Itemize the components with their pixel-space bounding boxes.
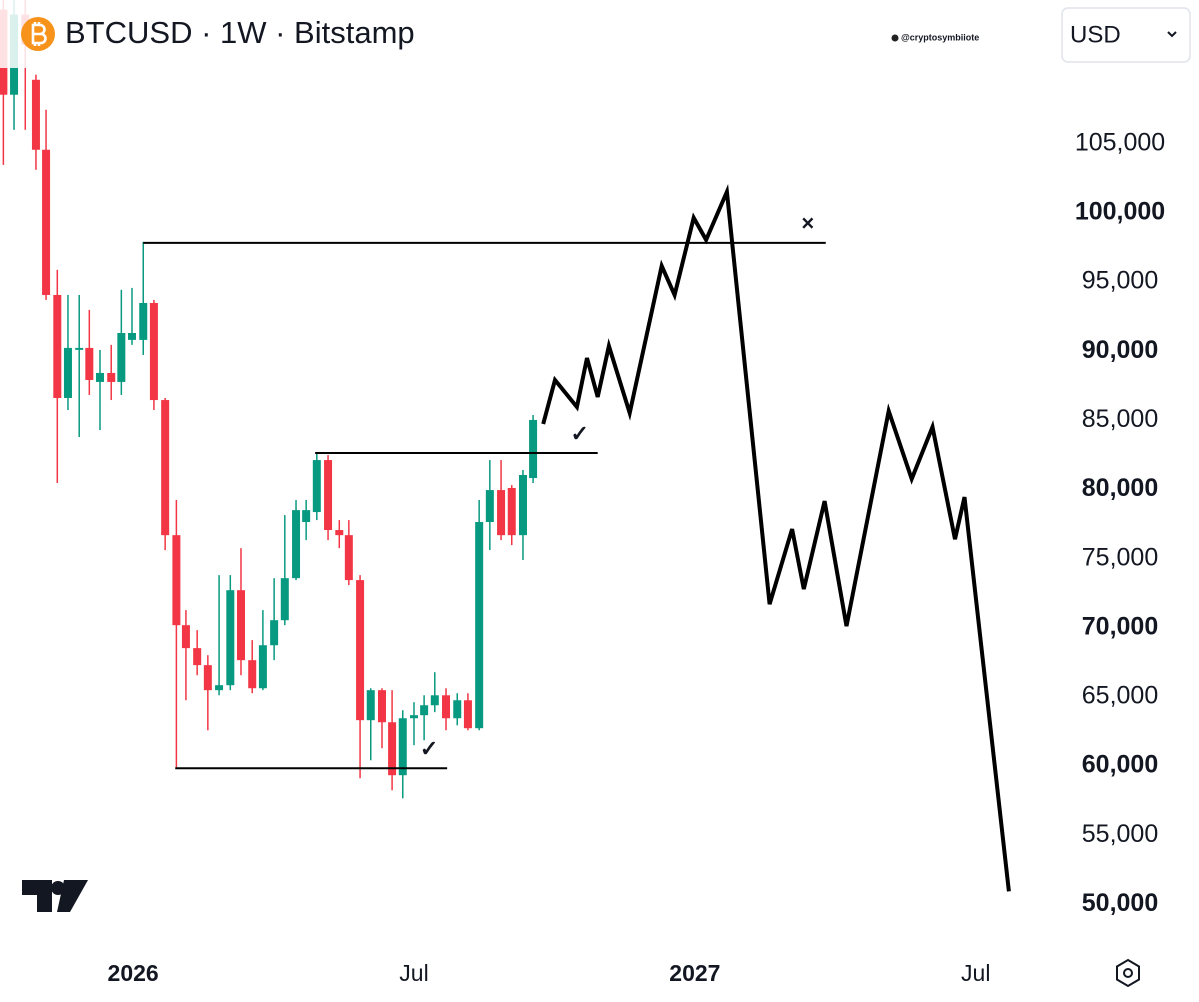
level-marker: × bbox=[801, 211, 814, 236]
candle-body bbox=[203, 665, 212, 691]
y-tick-label: 70,000 bbox=[1082, 612, 1158, 640]
y-tick-label: 100,000 bbox=[1075, 198, 1165, 226]
plot-area: × ✓ ✓ bbox=[0, 0, 1011, 892]
candle-body bbox=[63, 347, 72, 398]
y-tick-label: 55,000 bbox=[1082, 820, 1158, 848]
candle-body bbox=[280, 578, 289, 621]
candle-body bbox=[258, 645, 267, 689]
header-backdrop bbox=[0, 0, 470, 68]
candle-body bbox=[270, 620, 279, 646]
candle-body bbox=[475, 522, 484, 729]
candle-body bbox=[236, 590, 245, 661]
x-tick-label: 2027 bbox=[669, 960, 720, 986]
candle-body bbox=[312, 460, 321, 513]
candle-body bbox=[518, 475, 527, 536]
candle-body bbox=[53, 294, 62, 398]
y-tick-label: 65,000 bbox=[1082, 682, 1158, 710]
watermark: @cryptosymbiiote bbox=[901, 32, 979, 42]
y-tick-label: 90,000 bbox=[1082, 336, 1158, 364]
candle-body bbox=[128, 332, 137, 340]
candle-body bbox=[335, 530, 344, 536]
currency-label: USD bbox=[1070, 21, 1121, 48]
candle-body bbox=[85, 347, 94, 380]
candle-body bbox=[42, 149, 51, 295]
candle-body bbox=[161, 400, 170, 536]
candle-body bbox=[356, 580, 365, 721]
y-tick-label: 95,000 bbox=[1082, 267, 1158, 295]
candle-body bbox=[302, 510, 311, 523]
currency-dropdown[interactable] bbox=[1061, 7, 1191, 63]
y-tick-label: 50,000 bbox=[1082, 889, 1158, 917]
projection-line bbox=[541, 183, 1011, 892]
btc-icon-glyph bbox=[31, 22, 47, 46]
chart-title: BTCUSD · 1W · Bitstamp bbox=[65, 15, 415, 50]
y-tick-label: 105,000 bbox=[1075, 128, 1165, 156]
tradingview-logo-dot bbox=[51, 881, 65, 895]
candle-body bbox=[292, 510, 301, 579]
y-tick-label: 75,000 bbox=[1082, 543, 1158, 571]
candle-body bbox=[95, 372, 104, 382]
candle-body bbox=[388, 722, 397, 776]
candle-body bbox=[398, 718, 407, 776]
x-tick-label: 2026 bbox=[108, 960, 159, 986]
candle-body bbox=[226, 590, 235, 686]
candle-body bbox=[485, 490, 494, 523]
y-tick-label: 85,000 bbox=[1082, 405, 1158, 433]
candle-body bbox=[107, 372, 116, 382]
watermark-icon bbox=[891, 34, 899, 42]
candle-body bbox=[410, 715, 419, 719]
x-tick-label: Jul bbox=[961, 960, 990, 986]
axes: 50,000 55,000 60,000 65,000 70,000 75,000 80,0… bbox=[108, 128, 1166, 986]
candle-body bbox=[463, 700, 472, 729]
candle-body bbox=[430, 695, 439, 706]
candle-body bbox=[193, 648, 202, 666]
candle-body bbox=[324, 460, 333, 531]
candle-body bbox=[172, 535, 181, 626]
candle-body bbox=[366, 690, 375, 721]
candle-body bbox=[215, 685, 224, 691]
y-tick-label: 60,000 bbox=[1082, 751, 1158, 779]
candle-body bbox=[529, 419, 538, 479]
candle-body bbox=[507, 487, 516, 536]
candle-body bbox=[117, 332, 126, 382]
candle-body bbox=[442, 695, 451, 719]
x-tick-label: Jul bbox=[399, 960, 428, 986]
tradingview-logo[interactable] bbox=[22, 880, 88, 912]
candle-body bbox=[420, 705, 429, 716]
candle-body bbox=[139, 302, 148, 340]
candle-body bbox=[453, 700, 462, 719]
candle-body bbox=[344, 535, 353, 581]
candle-body bbox=[149, 302, 158, 401]
level-marker: ✓ bbox=[420, 736, 438, 761]
dropdown-chevron bbox=[1167, 31, 1177, 38]
level-marker: ✓ bbox=[570, 421, 588, 446]
candle-body bbox=[248, 660, 257, 689]
settings-icon-center bbox=[1123, 968, 1133, 978]
candle-body bbox=[181, 625, 190, 649]
candle-body bbox=[31, 79, 40, 150]
settings-button[interactable] bbox=[1116, 958, 1140, 988]
candle-body bbox=[377, 690, 386, 723]
candle-body bbox=[75, 347, 84, 350]
y-tick-label: 80,000 bbox=[1082, 474, 1158, 502]
candle-body bbox=[497, 490, 506, 536]
